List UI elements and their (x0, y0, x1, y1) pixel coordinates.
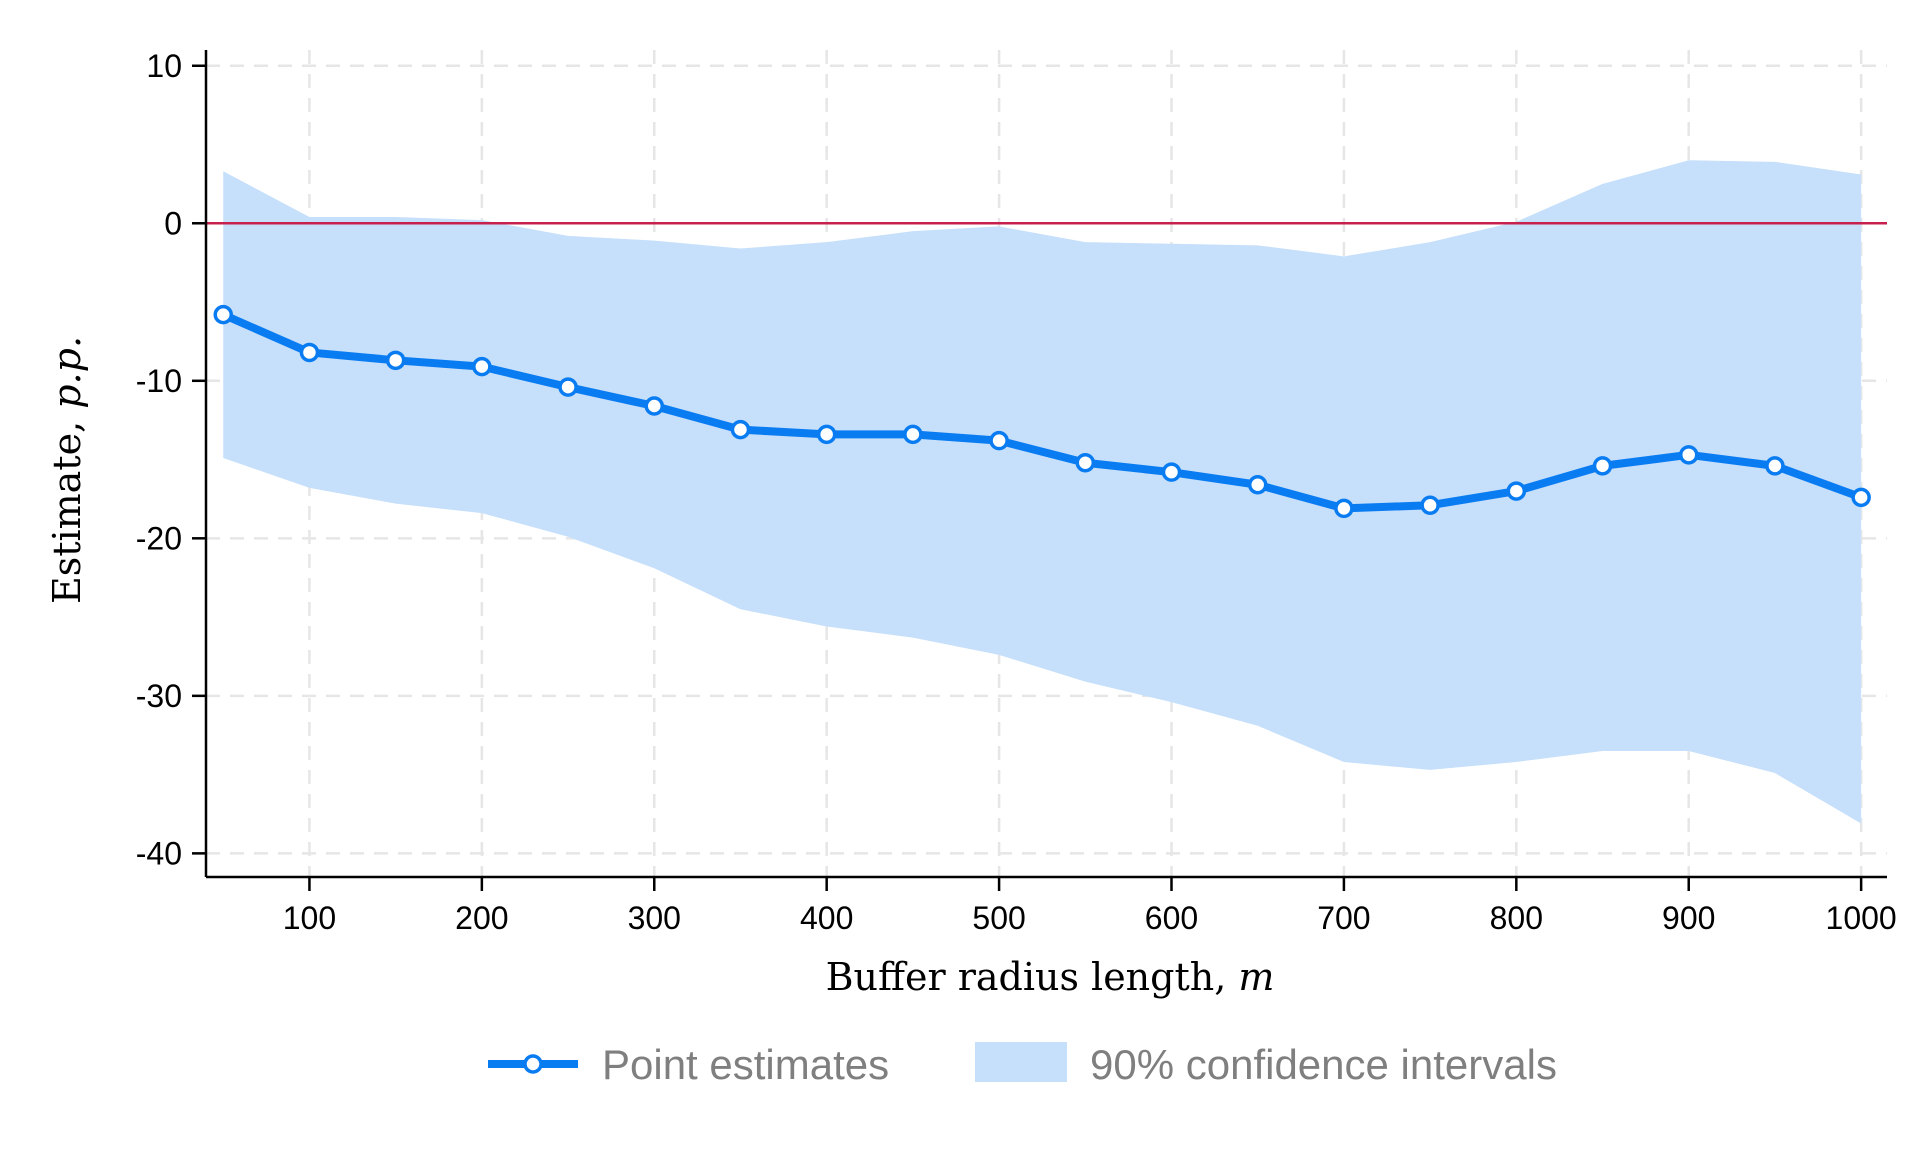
y-tick-label: -20 (136, 520, 182, 556)
point-estimate-marker (1247, 475, 1268, 495)
legend-point-estimates-marker (523, 1054, 543, 1074)
x-tick-label: 500 (972, 900, 1025, 936)
point-estimate-marker (213, 304, 233, 325)
point-estimate-marker (989, 430, 1009, 451)
point-estimate-marker (1334, 498, 1354, 519)
x-tick-label: 800 (1490, 900, 1543, 936)
point-estimate-marker (816, 424, 837, 445)
point-estimate-marker (1765, 456, 1785, 476)
x-tick-label: 1000 (1826, 900, 1897, 936)
point-estimate-marker (730, 419, 751, 440)
y-axis-title: Estimate, p.p. (45, 336, 89, 604)
point-estimate-marker (472, 356, 492, 377)
point-estimate-marker (644, 396, 665, 416)
point-estimate-marker (1592, 456, 1613, 476)
point-estimate-marker (903, 424, 923, 445)
legend: Point estimates 90% confidence intervals (488, 1041, 1557, 1088)
confidence-band (223, 160, 1862, 824)
x-tick-label: 400 (800, 900, 853, 936)
y-tick-label: 10 (146, 48, 182, 84)
x-tick-label: 600 (1145, 900, 1198, 936)
point-estimate-marker (385, 350, 406, 371)
point-estimate-marker (1506, 481, 1527, 501)
x-axis-title-text: Buffer radius length, (826, 955, 1239, 999)
confidence-band-layer (223, 160, 1862, 824)
point-estimate-marker (1161, 462, 1182, 482)
legend-point-estimates-label: Point estimates (602, 1041, 889, 1088)
y-tick-label: 0 (164, 205, 182, 241)
x-axis-title: Buffer radius length, m (826, 955, 1275, 999)
legend-confidence-band-swatch (975, 1042, 1067, 1082)
x-tick-label: 700 (1317, 900, 1370, 936)
y-tick-label: -10 (136, 363, 182, 399)
y-axis-title-variable: p.p. (45, 336, 89, 409)
point-estimate-marker (1678, 445, 1699, 465)
x-axis-title-variable: m (1238, 955, 1274, 999)
x-tick-label: 900 (1662, 900, 1715, 936)
point-estimate-marker (299, 342, 320, 363)
point-estimate-marker (1420, 495, 1440, 515)
point-estimate-marker (1075, 452, 1096, 473)
point-estimate-marker (1851, 487, 1871, 508)
x-tick-label: 100 (283, 900, 336, 936)
legend-confidence-intervals-label: 90% confidence intervals (1090, 1041, 1557, 1088)
axes (192, 50, 1887, 891)
y-axis-title-text: Estimate, (45, 409, 89, 604)
point-estimate-marker (558, 377, 578, 397)
point-estimates-layer (213, 304, 1871, 519)
x-tick-label: 200 (455, 900, 508, 936)
y-tick-label: -30 (136, 678, 182, 714)
x-tick-label: 300 (628, 900, 681, 936)
y-tick-label: -40 (136, 835, 182, 871)
point-estimates-line (221, 310, 1863, 513)
